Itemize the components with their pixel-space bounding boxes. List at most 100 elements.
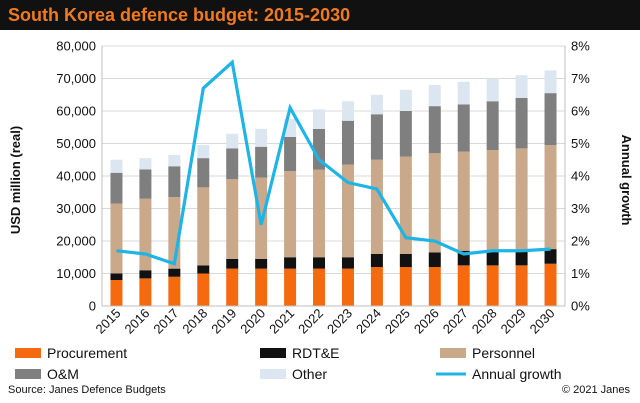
bar-om-2021 xyxy=(284,137,297,172)
bar-procurement-2018 xyxy=(197,273,210,306)
bar-other-2022 xyxy=(313,109,326,129)
y2-tick-label: 3% xyxy=(571,201,590,216)
y-tick-label: 50,000 xyxy=(56,136,96,151)
bar-rdte-2019 xyxy=(226,258,239,269)
legend-swatch-other xyxy=(260,369,286,379)
bar-procurement-2030 xyxy=(544,263,557,306)
y-tick-label: 60,000 xyxy=(56,104,96,119)
bar-rdte-2017 xyxy=(168,268,181,277)
bar-other-2018 xyxy=(197,145,210,159)
x-tick-label: 2025 xyxy=(382,306,413,337)
legend-swatch-personnel xyxy=(440,348,466,358)
x-tick-label: 2024 xyxy=(353,306,384,337)
source-note: Source: Janes Defence Budgets xyxy=(8,384,166,396)
bar-personnel-2022 xyxy=(313,169,326,258)
legend-swatch-procurement xyxy=(15,348,41,358)
bar-rdte-2029 xyxy=(515,250,528,266)
bar-procurement-2016 xyxy=(139,278,152,306)
annual-growth-line xyxy=(116,59,551,266)
y-tick-label: 10,000 xyxy=(56,266,96,281)
bar-procurement-2027 xyxy=(457,265,470,306)
bar-rdte-2016 xyxy=(139,270,152,279)
bar-om-2017 xyxy=(168,166,181,198)
bar-procurement-2017 xyxy=(168,276,181,306)
y-tick-label: 30,000 xyxy=(56,201,96,216)
bar-rdte-2024 xyxy=(370,254,383,267)
bar-procurement-2028 xyxy=(486,265,499,306)
x-tick-label: 2027 xyxy=(440,306,471,337)
bar-other-2015 xyxy=(110,159,123,173)
bar-other-2027 xyxy=(457,81,470,105)
x-tick-label: 2021 xyxy=(266,306,297,337)
bar-personnel-2023 xyxy=(341,164,354,258)
legend-label-personnel: Personnel xyxy=(472,345,535,361)
bar-personnel-2029 xyxy=(515,148,528,251)
bar-procurement-2022 xyxy=(313,268,326,306)
bar-om-2018 xyxy=(197,158,210,188)
bar-other-2029 xyxy=(515,75,528,98)
bar-om-2030 xyxy=(544,93,557,146)
x-tick-label: 2017 xyxy=(150,306,181,337)
bar-other-2024 xyxy=(370,94,383,115)
bar-rdte-2025 xyxy=(399,254,412,267)
bar-om-2020 xyxy=(255,146,268,178)
bar-personnel-2019 xyxy=(226,179,239,259)
bar-rdte-2026 xyxy=(428,252,441,267)
bar-other-2025 xyxy=(399,89,412,111)
y2-tick-label: 1% xyxy=(571,266,590,281)
bar-procurement-2020 xyxy=(255,268,268,306)
bar-other-2026 xyxy=(428,85,441,107)
y-tick-label: 0 xyxy=(89,299,96,314)
bar-om-2027 xyxy=(457,104,470,152)
bar-om-2026 xyxy=(428,106,441,154)
bar-other-2016 xyxy=(139,158,152,170)
bar-other-2030 xyxy=(544,70,557,94)
bar-rdte-2023 xyxy=(341,257,354,269)
defence-budget-chart: 0 10,000 20,000 30,000 40,000 50,000 60,000 70,… xyxy=(8,39,634,383)
bar-procurement-2023 xyxy=(341,268,354,306)
y2-tick-label: 7% xyxy=(571,71,590,86)
x-tick-label: 2018 xyxy=(179,306,210,337)
y-tick-label: 80,000 xyxy=(56,39,96,54)
bar-procurement-2025 xyxy=(399,267,412,306)
legend-label-om: O&M xyxy=(47,366,79,382)
y2-tick-label: 5% xyxy=(571,136,590,151)
x-tick-label: 2030 xyxy=(527,306,558,337)
bar-other-2019 xyxy=(226,133,239,149)
bar-procurement-2019 xyxy=(226,268,239,306)
x-tick-label: 2019 xyxy=(208,306,239,337)
y-axis-left: 0 10,000 20,000 30,000 40,000 50,000 60,000 70,… xyxy=(56,39,103,314)
bar-rdte-2015 xyxy=(110,273,123,280)
y-axis-title: USD million (real) xyxy=(8,126,23,234)
x-tick-label: 2023 xyxy=(324,306,355,337)
legend-label-other: Other xyxy=(292,366,327,382)
bar-procurement-2021 xyxy=(284,268,297,306)
legend: Procurement RDT&E Personnel O&M Other Annual … xyxy=(15,345,562,382)
y2-tick-label: 4% xyxy=(571,169,590,184)
copyright-note: © 2021 Janes xyxy=(561,384,630,396)
x-tick-label: 2028 xyxy=(469,306,500,337)
bar-personnel-2028 xyxy=(486,150,499,251)
legend-swatch-om xyxy=(15,369,41,379)
bar-personnel-2027 xyxy=(457,151,470,251)
bar-om-2028 xyxy=(486,101,499,150)
legend-label-rdte: RDT&E xyxy=(292,345,339,361)
bar-om-2022 xyxy=(313,128,326,170)
bar-personnel-2030 xyxy=(544,145,557,250)
bar-personnel-2016 xyxy=(139,198,152,271)
growth-line-layer xyxy=(116,59,551,266)
y-tick-label: 70,000 xyxy=(56,71,96,86)
x-tick-label: 2026 xyxy=(411,306,442,337)
bar-other-2023 xyxy=(341,101,354,121)
bar-rdte-2021 xyxy=(284,257,297,269)
legend-swatch-rdte xyxy=(260,348,286,358)
bar-procurement-2015 xyxy=(110,280,123,306)
bar-procurement-2029 xyxy=(515,265,528,306)
x-tick-label: 2016 xyxy=(121,306,152,337)
stacked-bars xyxy=(110,70,557,306)
bar-rdte-2028 xyxy=(486,250,499,266)
bar-other-2028 xyxy=(486,78,499,102)
bar-other-2017 xyxy=(168,154,181,167)
bar-om-2025 xyxy=(399,111,412,157)
x-tick-label: 2015 xyxy=(93,306,124,337)
